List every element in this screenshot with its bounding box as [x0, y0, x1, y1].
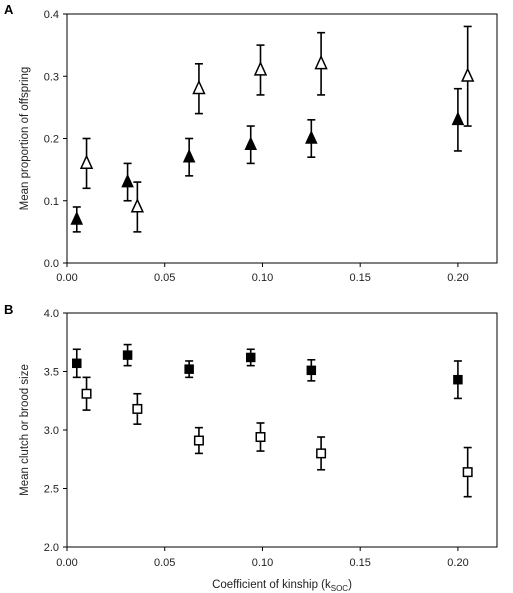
panel-b-y-tick-labels: 2.0 2.5 3.0 3.5 4.0 — [44, 308, 59, 554]
panel-a-y-tick-label: 0.3 — [44, 71, 59, 83]
panel-a: A 0.0 0.1 0.2 0.3 0.4 0.00 0.05 0.10 0.1… — [4, 2, 498, 284]
panel-a-open-triangle-point — [192, 79, 206, 95]
panel-a-filled-triangle-point — [244, 136, 258, 151]
panel-a-filled-triangle-point — [305, 130, 318, 144]
panel-b-filled-square-point — [453, 374, 463, 385]
panel-b-y-tick-label: 3.5 — [44, 367, 59, 379]
panel-b-open-square-point — [81, 388, 92, 399]
panel-a-filled-triangle-point — [451, 111, 465, 126]
panel-b-y-tick-label: 4.0 — [44, 308, 59, 320]
panel-a-x-tick-labels: 0.00 0.05 0.10 0.15 0.20 — [56, 272, 468, 284]
panel-a-plot-frame — [66, 13, 498, 264]
panel-a-filled-triangle-point — [182, 148, 196, 163]
x-axis-label-suffix: ) — [348, 579, 352, 591]
panel-a-letter: A — [4, 2, 14, 17]
panel-b: B 2.0 2.5 3.0 3.5 4.0 0.00 0.05 0.10 0.1… — [4, 302, 498, 593]
panel-a-y-tick-label: 0.0 — [44, 258, 59, 270]
panel-a-open-triangle-point — [461, 67, 475, 82]
panel-b-filled-square-point — [245, 352, 256, 363]
panel-b-x-axis-label: Coefficient of kinship (kSOC) — [212, 579, 352, 593]
panel-a-open-triangle-point — [253, 61, 268, 76]
panel-b-open-square-point — [462, 467, 473, 478]
panel-b-x-tick-label: 0.20 — [447, 557, 468, 569]
panel-a-y-tick-labels: 0.0 0.1 0.2 0.3 0.4 — [44, 9, 59, 270]
panel-a-y-tick-label: 0.1 — [44, 196, 59, 208]
panel-b-filled-square-point — [122, 350, 133, 360]
panel-a-filled-triangle-point — [121, 173, 134, 188]
panel-a-filled-triangle-point — [70, 211, 84, 225]
panel-a-y-tick-label: 0.4 — [44, 9, 59, 21]
panel-b-open-square-point — [193, 435, 204, 446]
panel-a-open-triangle-point — [314, 54, 328, 70]
panel-b-open-square-point — [255, 432, 266, 443]
panel-a-open-triangle-point — [130, 197, 145, 213]
x-axis-label-subscript: SOC — [331, 584, 349, 593]
panel-b-filled-square-point — [184, 364, 194, 374]
panel-b-x-tick-label: 0.10 — [252, 557, 273, 569]
panel-a-x-tick-label: 0.05 — [154, 272, 175, 284]
panel-a-y-tick-label: 0.2 — [44, 134, 59, 146]
panel-b-x-tick-labels: 0.00 0.05 0.10 0.15 0.20 — [56, 557, 468, 569]
panel-b-y-axis-label: Mean clutch or brood size — [19, 364, 31, 496]
panel-a-x-tick-label: 0.15 — [349, 272, 370, 284]
panel-b-plot-frame — [66, 312, 498, 548]
panel-a-x-tick-label: 0.10 — [252, 272, 273, 284]
panel-a-x-tick-label: 0.20 — [447, 272, 468, 284]
panel-b-filled-square-point — [306, 365, 317, 376]
x-axis-label-main: Coefficient of kinship (k — [212, 579, 331, 591]
panel-b-x-tick-label: 0.15 — [349, 557, 370, 569]
panel-b-x-tick-label: 0.00 — [56, 557, 77, 569]
panel-b-y-tick-label: 3.0 — [44, 425, 59, 437]
panel-a-x-tick-label: 0.00 — [56, 272, 77, 284]
panel-b-y-tick-label: 2.5 — [44, 484, 59, 496]
panel-b-filled-square-point — [72, 358, 82, 369]
panel-a-y-axis-label: Mean proportion of offspring — [19, 67, 31, 211]
panel-a-data-marks — [63, 13, 475, 267]
panel-b-data-marks — [63, 312, 473, 551]
panel-b-y-tick-label: 2.0 — [44, 542, 59, 554]
panel-b-open-square-point — [316, 448, 327, 459]
panel-b-open-square-point — [132, 403, 143, 414]
panel-a-open-triangle-point — [79, 154, 94, 169]
panel-b-x-tick-label: 0.05 — [154, 557, 175, 569]
panel-b-letter: B — [4, 302, 13, 317]
